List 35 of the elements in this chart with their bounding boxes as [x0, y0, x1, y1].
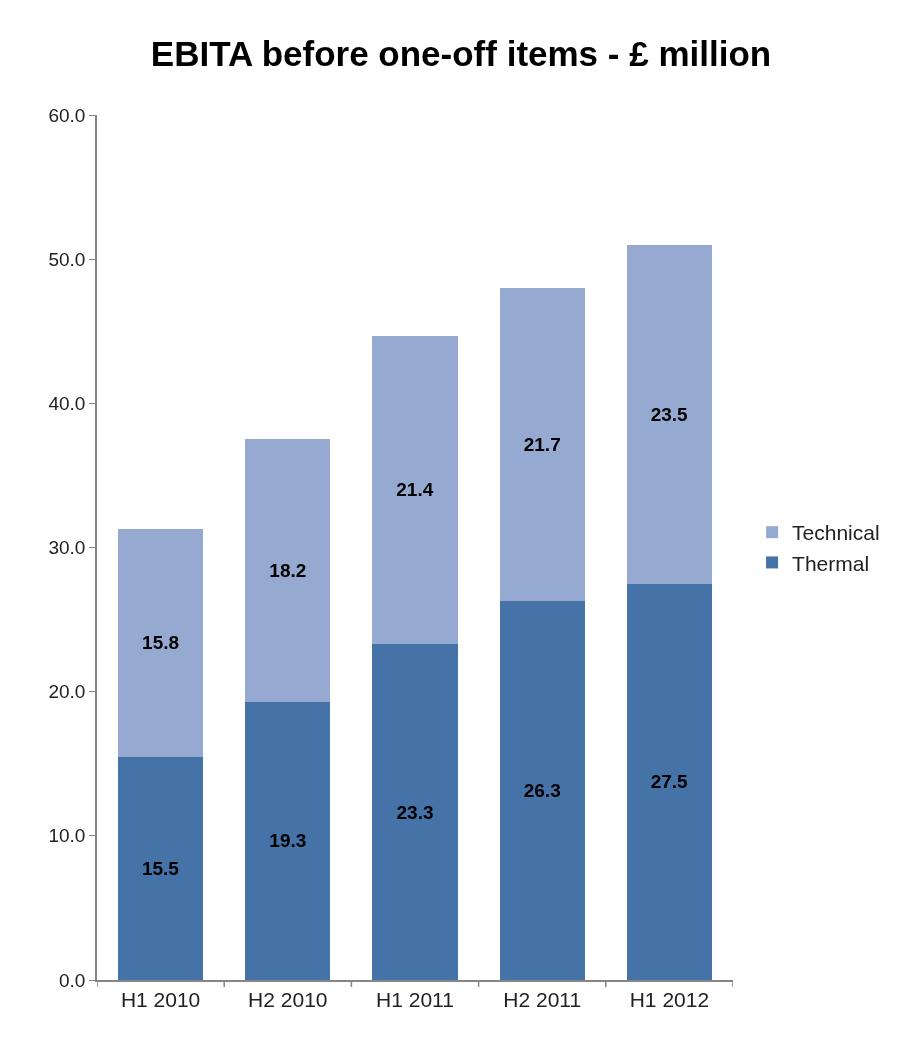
y-tick-label: 10.0	[48, 825, 86, 847]
data-label: 23.5	[650, 403, 689, 425]
x-tick-label: H2 2010	[248, 987, 328, 1011]
y-tick-label: 20.0	[48, 681, 86, 703]
data-label: 21.7	[523, 433, 561, 455]
y-tick-label: 30.0	[48, 537, 86, 559]
legend-label: Technical	[792, 521, 880, 545]
legend-label: Thermal	[792, 551, 870, 575]
chart-title: EBITA before one-off items - £ million	[150, 34, 772, 74]
x-tick-label: H2 2011	[503, 987, 582, 1011]
data-label: 18.2	[269, 560, 307, 582]
y-tick-label: 50.0	[48, 248, 86, 270]
data-label: 21.4	[396, 479, 434, 501]
bar	[372, 335, 458, 645]
x-tick-label: H1 2012	[629, 987, 710, 1011]
bar	[626, 244, 713, 584]
y-tick-label: 40.0	[48, 392, 86, 414]
bar	[499, 288, 585, 601]
bar	[117, 756, 204, 980]
bar	[372, 644, 458, 980]
x-tick-label: H1 2011	[376, 987, 454, 1011]
bar	[626, 583, 713, 980]
bar	[245, 439, 331, 702]
bar	[117, 528, 204, 757]
y-tick-label: 0.0	[59, 969, 86, 991]
data-label: 23.3	[396, 801, 434, 823]
data-label: 26.3	[523, 779, 561, 801]
data-label: 15.5	[141, 857, 180, 879]
data-label: 27.5	[650, 771, 689, 793]
y-tick-label: 60.0	[48, 104, 86, 126]
data-label: 19.3	[269, 830, 307, 852]
x-tick-label: H1 2010	[120, 987, 201, 1011]
bar	[245, 701, 331, 980]
bar	[499, 600, 585, 980]
data-label: 15.8	[142, 632, 180, 654]
